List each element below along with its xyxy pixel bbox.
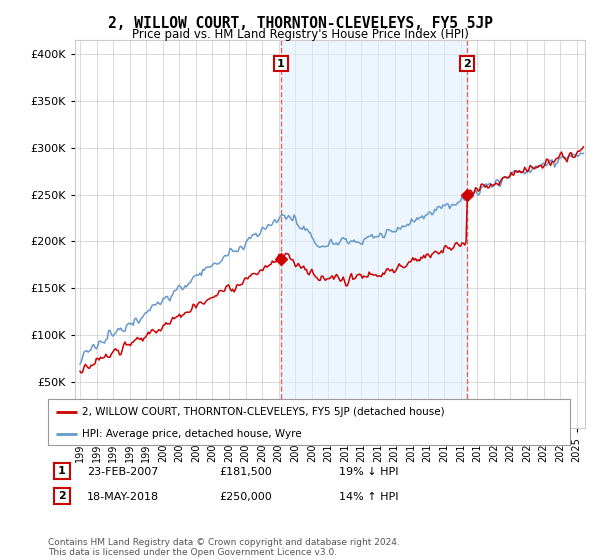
Text: 2: 2 bbox=[463, 59, 471, 69]
Text: 19% ↓ HPI: 19% ↓ HPI bbox=[339, 466, 398, 477]
Text: 23-FEB-2007: 23-FEB-2007 bbox=[87, 466, 158, 477]
Text: 1: 1 bbox=[58, 466, 65, 476]
Text: 2: 2 bbox=[58, 491, 65, 501]
Text: Price paid vs. HM Land Registry's House Price Index (HPI): Price paid vs. HM Land Registry's House … bbox=[131, 28, 469, 41]
Text: 14% ↑ HPI: 14% ↑ HPI bbox=[339, 492, 398, 502]
Text: £250,000: £250,000 bbox=[219, 492, 272, 502]
Text: 18-MAY-2018: 18-MAY-2018 bbox=[87, 492, 159, 502]
Text: £181,500: £181,500 bbox=[219, 466, 272, 477]
Text: HPI: Average price, detached house, Wyre: HPI: Average price, detached house, Wyre bbox=[82, 429, 302, 438]
Text: 1: 1 bbox=[277, 59, 285, 69]
Text: 2, WILLOW COURT, THORNTON-CLEVELEYS, FY5 5JP (detached house): 2, WILLOW COURT, THORNTON-CLEVELEYS, FY5… bbox=[82, 407, 445, 417]
Bar bbox=[281, 40, 467, 428]
Text: Contains HM Land Registry data © Crown copyright and database right 2024.
This d: Contains HM Land Registry data © Crown c… bbox=[48, 538, 400, 557]
Text: 2, WILLOW COURT, THORNTON-CLEVELEYS, FY5 5JP: 2, WILLOW COURT, THORNTON-CLEVELEYS, FY5… bbox=[107, 16, 493, 31]
